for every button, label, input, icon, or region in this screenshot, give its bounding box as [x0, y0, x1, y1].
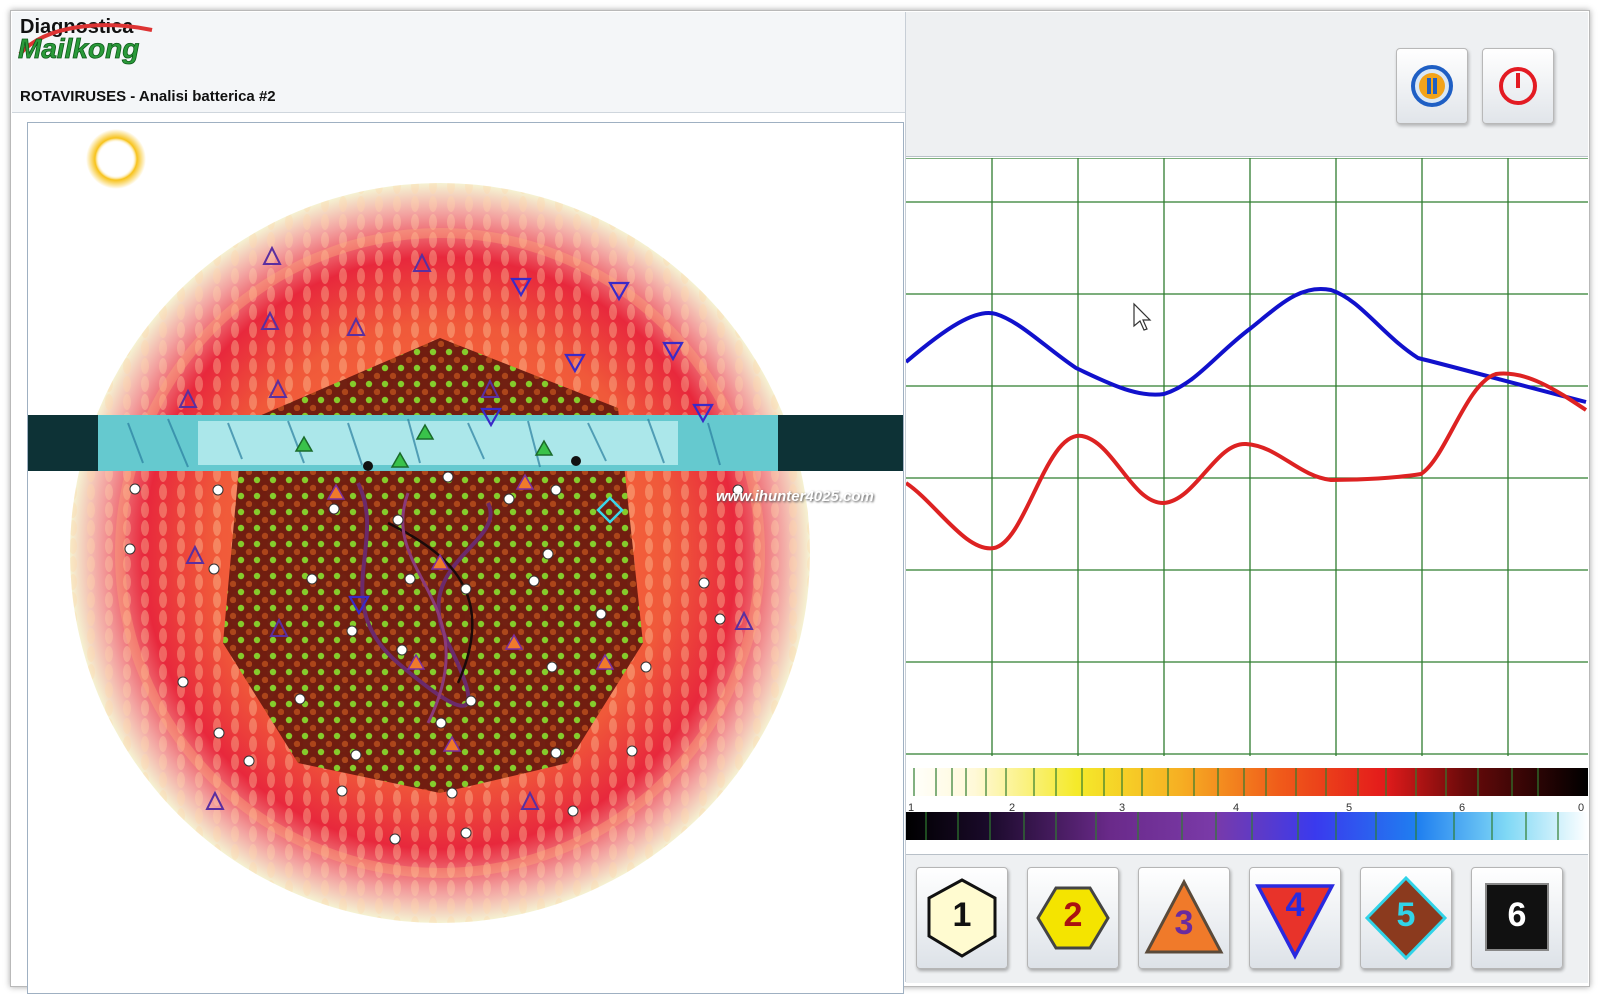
symbol-label: 3 — [1174, 904, 1194, 942]
symbol-label: 6 — [1507, 896, 1527, 934]
color-scale: 1 2 3 4 5 6 0 — [906, 766, 1588, 850]
left-pane: Diagnostica Mailkong ROTAVIRUSES - Anali… — [12, 12, 905, 994]
symbol-label: 2 — [1063, 896, 1083, 934]
symbol-button-1[interactable]: 1 — [916, 867, 1008, 969]
right-pane: 1 2 3 4 5 6 0 1 2 3 — [904, 12, 1588, 983]
signal-graph-canvas — [904, 157, 1588, 756]
triangle-icon — [1144, 878, 1224, 954]
symbol-button-2[interactable]: 2 — [1027, 867, 1119, 969]
power-button[interactable] — [1482, 48, 1554, 124]
symbol-label: 1 — [952, 896, 972, 934]
square-icon — [1485, 883, 1549, 951]
virus-viewer[interactable]: www.ihunter4025.com — [27, 122, 904, 994]
triangle-down-icon — [1255, 884, 1335, 960]
symbol-label: 4 — [1285, 886, 1305, 924]
scale-label: 4 — [1233, 802, 1240, 814]
color-scale-bars — [906, 768, 1588, 840]
red-series-line — [904, 371, 1588, 551]
scale-label: 5 — [1346, 802, 1353, 814]
analysis-title: ROTAVIRUSES - Analisi batterica #2 — [20, 88, 276, 105]
symbol-button-5[interactable]: 5 — [1360, 867, 1452, 969]
logo: Mailkong — [18, 23, 153, 64]
scale-label: 2 — [1009, 802, 1016, 814]
scale-label: 1 — [908, 802, 915, 814]
power-icon — [1499, 67, 1537, 105]
scale-label: 3 — [1119, 802, 1126, 814]
virus-image — [28, 129, 903, 923]
hexagon-flat-icon — [1036, 886, 1110, 950]
logo-text: Mailkong — [18, 33, 139, 64]
symbol-button-6[interactable]: 6 — [1471, 867, 1563, 969]
symbol-button-4[interactable]: 4 — [1249, 867, 1341, 969]
left-header: Diagnostica Mailkong ROTAVIRUSES - Anali… — [12, 12, 905, 113]
diamond-icon — [1364, 875, 1448, 961]
scale-label: 6 — [1459, 802, 1466, 814]
audio-button[interactable] — [1396, 48, 1468, 124]
right-toolbar — [906, 12, 1588, 157]
scale-label: 0 — [1578, 802, 1585, 814]
hexagon-icon — [927, 878, 997, 958]
audio-speaker-icon — [1411, 65, 1453, 107]
symbol-button-3[interactable]: 3 — [1138, 867, 1230, 969]
blue-series-line — [904, 286, 1587, 404]
sun-marker — [86, 129, 146, 189]
signal-graph — [904, 157, 1588, 756]
symbol-label: 5 — [1396, 896, 1416, 934]
mouse-cursor-icon — [1133, 302, 1152, 331]
graph-grid — [906, 157, 1588, 756]
symbol-toolbar: 1 2 3 4 5 — [906, 854, 1588, 983]
watermark: www.ihunter4025.com — [716, 488, 874, 505]
